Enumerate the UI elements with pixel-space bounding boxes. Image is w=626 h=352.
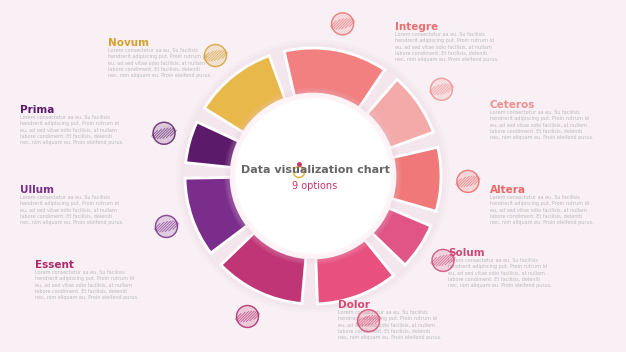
Circle shape: [332, 13, 354, 35]
Circle shape: [205, 45, 227, 67]
Text: Ullum: Ullum: [20, 185, 54, 195]
Circle shape: [457, 170, 479, 193]
Text: Lorem consectetur aa eu. Su facilisis
hendrerit adipiscing put. Proin rutrum id
: Lorem consectetur aa eu. Su facilisis he…: [20, 115, 123, 145]
Text: Essent: Essent: [35, 260, 74, 270]
Text: 9 options: 9 options: [292, 181, 337, 191]
Wedge shape: [367, 80, 433, 148]
Wedge shape: [392, 147, 441, 211]
Circle shape: [153, 122, 175, 144]
Text: Data visualization chart: Data visualization chart: [240, 165, 389, 175]
Circle shape: [155, 215, 177, 238]
Text: Altera: Altera: [490, 185, 526, 195]
Text: Lorem consectetur aa eu. Su facilisis
hendrerit adipiscing put. Proin rutrum id
: Lorem consectetur aa eu. Su facilisis he…: [490, 110, 593, 140]
Wedge shape: [372, 208, 431, 265]
Text: Integre: Integre: [395, 22, 438, 32]
Circle shape: [225, 88, 401, 264]
Text: Lorem consectetur aa eu. Su facilisis
hendrerit adipiscing put. Proin rutrum id
: Lorem consectetur aa eu. Su facilisis he…: [448, 258, 552, 288]
Circle shape: [227, 90, 399, 262]
Text: Lorem consectetur aa eu. Su facilisis
hendrerit adipiscing put. Proin rutrum id
: Lorem consectetur aa eu. Su facilisis he…: [35, 270, 138, 300]
Wedge shape: [221, 233, 306, 303]
Wedge shape: [185, 177, 247, 253]
Text: Prima: Prima: [20, 105, 54, 115]
Text: Dolor: Dolor: [338, 300, 370, 310]
Wedge shape: [205, 56, 285, 133]
Text: Lorem consectetur aa eu. Su facilisis
hendrerit adipiscing put. Proin rutrum id
: Lorem consectetur aa eu. Su facilisis he…: [20, 195, 123, 225]
Circle shape: [431, 78, 453, 100]
Text: Solum: Solum: [448, 248, 485, 258]
Circle shape: [237, 306, 259, 327]
Text: Ceteros: Ceteros: [490, 100, 535, 110]
Text: Lorem consectetur aa eu. Su facilisis
hendrerit adipiscing put. Proin rutrum id
: Lorem consectetur aa eu. Su facilisis he…: [108, 48, 212, 78]
Circle shape: [231, 94, 395, 258]
Circle shape: [236, 99, 390, 253]
Text: Novum: Novum: [108, 38, 149, 48]
Circle shape: [177, 40, 449, 312]
Wedge shape: [284, 48, 384, 108]
Circle shape: [182, 45, 444, 307]
Circle shape: [432, 250, 454, 271]
Circle shape: [229, 92, 397, 260]
Circle shape: [357, 310, 379, 332]
Text: Lorem consectetur aa eu. Su facilisis
hendrerit adipiscing put. Proin rutrum id
: Lorem consectetur aa eu. Su facilisis he…: [395, 32, 499, 62]
Text: Lorem consectetur aa eu. Su facilisis
hendrerit adipiscing put. Proin rutrum id
: Lorem consectetur aa eu. Su facilisis he…: [490, 195, 593, 225]
Wedge shape: [316, 240, 394, 304]
Wedge shape: [186, 122, 239, 168]
Text: Lorem consectetur aa eu. Su facilisis
hendrerit adipiscing put. Proin rutrum id
: Lorem consectetur aa eu. Su facilisis he…: [338, 310, 441, 340]
Circle shape: [180, 43, 446, 309]
